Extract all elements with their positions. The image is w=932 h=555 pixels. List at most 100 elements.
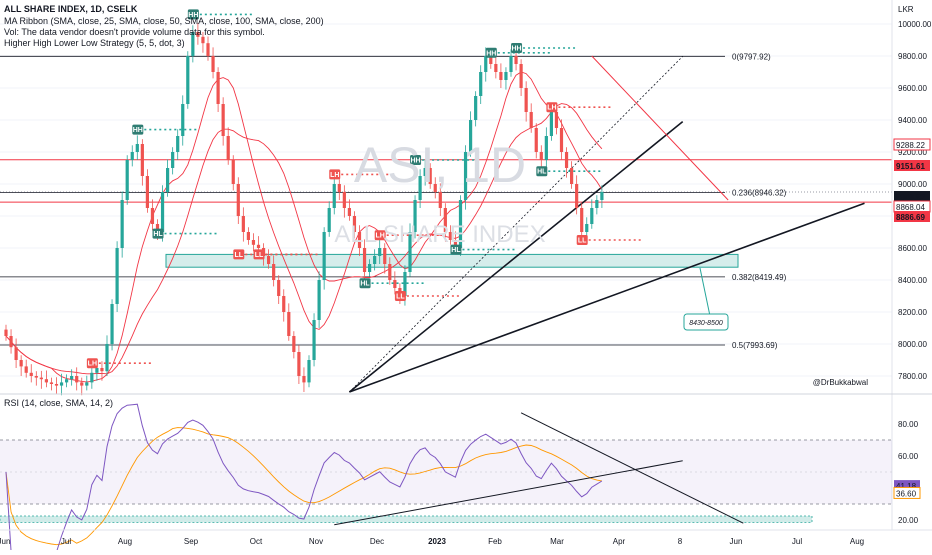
moving-averages	[5, 71, 603, 383]
zone-note: 8430-8500	[689, 320, 723, 327]
time-tick: Jun	[0, 537, 10, 546]
candle-body	[428, 168, 432, 184]
candle-body	[191, 32, 195, 56]
candle-body	[307, 360, 311, 383]
indicator-hhll[interactable]: Higher High Lower Low Strategy (5, 5, do…	[4, 38, 185, 48]
trend-line-lower	[349, 202, 865, 393]
candle-body	[267, 256, 271, 264]
time-tick: Feb	[488, 537, 502, 546]
rsi-trend-up	[334, 460, 683, 526]
indicator-volume[interactable]: Vol: The data vendor doesn't provide vol…	[4, 27, 265, 37]
candle-body	[29, 372, 33, 376]
price-tag: 8886.69	[896, 213, 925, 222]
candle-body	[570, 168, 574, 184]
candle-body	[282, 296, 286, 312]
candle-body	[105, 344, 109, 372]
candle-body	[196, 32, 200, 37]
ma-line	[5, 71, 603, 383]
price-tick: 9400.00	[898, 116, 927, 125]
candle-body	[529, 112, 533, 128]
price-tag: 8868.04	[896, 203, 925, 212]
price-tick: 8200.00	[898, 308, 927, 317]
rsi-zone	[0, 515, 813, 523]
candle-body	[554, 112, 559, 128]
time-tick: 2023	[428, 537, 446, 546]
candle-body	[590, 208, 594, 224]
rsi-line	[5, 403, 603, 553]
candle-body	[357, 232, 362, 248]
marker-label: HL	[451, 247, 461, 254]
candle-body	[70, 376, 74, 380]
time-tick: 8	[678, 537, 683, 546]
candle-body	[544, 136, 548, 160]
marker-label: HH	[511, 46, 521, 53]
rsi-ma-value: 36.60	[896, 489, 917, 498]
candle-body	[337, 184, 341, 192]
candle-body	[317, 280, 321, 320]
candle-body	[514, 56, 518, 64]
time-axis[interactable]: Jun Jul Aug Sep Oct Nov Dec 2023 Feb Mar Apr 8 Jun Ju…	[0, 537, 864, 546]
candle-body	[206, 43, 210, 56]
candle-body	[39, 377, 43, 380]
candle-body	[292, 336, 296, 352]
indicator-ma-ribbon[interactable]: MA Ribbon (SMA, close, 25, SMA, close, 5…	[4, 16, 324, 26]
candle-body	[221, 104, 225, 136]
candle-body	[499, 72, 503, 80]
candle-body	[130, 152, 134, 160]
candle-body	[176, 136, 180, 152]
time-tick: Apr	[613, 537, 626, 546]
price-tag-bg	[893, 138, 931, 151]
price-tick: 10000.00	[898, 20, 932, 29]
candle-body	[524, 88, 528, 112]
marker-label: HH	[188, 12, 198, 19]
candle-body	[14, 347, 18, 360]
rsi-title[interactable]: RSI (14, close, SMA, 14, 2)	[4, 398, 113, 408]
candle-body	[277, 280, 281, 296]
candle-body	[469, 120, 473, 152]
candle-body	[80, 382, 84, 386]
candle-body	[509, 56, 513, 72]
marker-box	[187, 9, 199, 20]
candle-body	[211, 56, 215, 72]
candle-body	[297, 352, 301, 376]
candle-body	[519, 64, 523, 88]
candle-body	[433, 184, 437, 192]
price-tag-bg	[894, 211, 930, 222]
candle-body	[216, 72, 220, 104]
candle-body	[115, 248, 119, 304]
candle-body	[100, 368, 104, 372]
candle-body	[24, 366, 28, 373]
candle-body	[49, 382, 54, 384]
marker-box	[359, 278, 371, 289]
price-tick: 9800.00	[898, 52, 927, 61]
candle-body	[256, 244, 261, 248]
candle-body	[575, 184, 579, 208]
candle-body	[9, 336, 13, 348]
fib-label: 0.382(8419.49)	[732, 273, 787, 282]
candle-body	[201, 36, 205, 44]
candle-body	[19, 360, 23, 367]
candle-body	[504, 72, 508, 80]
marker-box	[374, 230, 386, 241]
marker-box	[485, 47, 497, 58]
marker-box	[576, 235, 588, 245]
candle-body	[368, 264, 372, 272]
candle-body	[534, 128, 538, 152]
marker-label: HH	[133, 127, 143, 134]
candle-body	[59, 382, 64, 386]
rsi-panel	[0, 403, 892, 553]
candle-body	[352, 216, 357, 232]
candle-body	[236, 184, 240, 216]
price-tick: 9600.00	[898, 84, 927, 93]
marker-label: LH	[547, 105, 556, 112]
candle-body	[166, 168, 170, 192]
candle-body	[251, 240, 256, 245]
rsi-tick: 20.00	[898, 516, 919, 525]
fib-label: 0.236(8946.32)	[732, 189, 787, 198]
candle-body	[75, 376, 79, 383]
price-tag-bg	[894, 160, 930, 171]
candle-body	[34, 376, 38, 378]
time-tick: Jul	[61, 537, 71, 546]
candle-body	[438, 192, 442, 208]
